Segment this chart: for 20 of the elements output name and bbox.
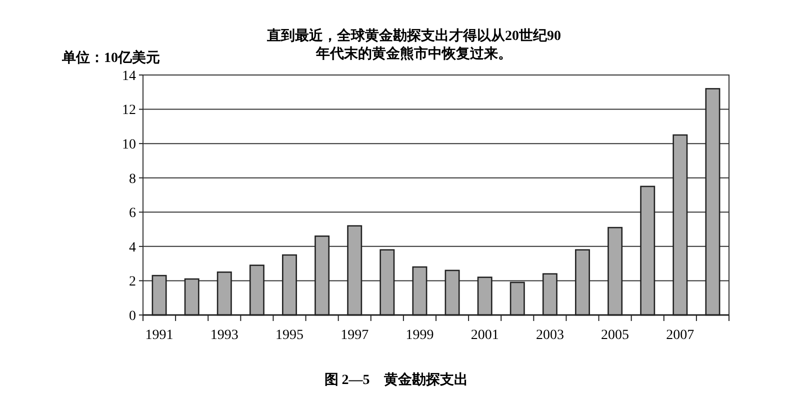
y-tick-label: 0	[129, 308, 136, 324]
y-tick-label: 10	[122, 137, 136, 152]
x-tick-label: 2003	[536, 328, 564, 343]
chart-title: 直到最近，全球黄金勘探支出才得以从20世纪90年代末的黄金熊市中恢复过来。	[266, 27, 561, 62]
x-tick-label: 1999	[406, 328, 434, 343]
x-tick-label: 1997	[340, 328, 369, 343]
y-tick-label: 2	[129, 274, 136, 290]
y-tick-label: 6	[129, 206, 136, 222]
x-tick-label: 2007	[666, 328, 694, 343]
x-tick-label: 1995	[276, 328, 304, 343]
y-axis-title: 单位：10亿美元	[61, 49, 160, 66]
x-tick-label: 1991	[145, 328, 174, 343]
y-tick-label: 14	[122, 68, 136, 84]
y-tick-label: 8	[129, 172, 136, 187]
x-tick-label: 2001	[470, 328, 499, 343]
x-tick-label: 2005	[601, 328, 630, 343]
x-tick-label: 1993	[210, 328, 238, 343]
y-tick-label: 12	[122, 103, 136, 118]
caption: 图 2—5 黄金勘探支出	[324, 372, 468, 388]
y-tick-label: 4	[129, 240, 136, 256]
